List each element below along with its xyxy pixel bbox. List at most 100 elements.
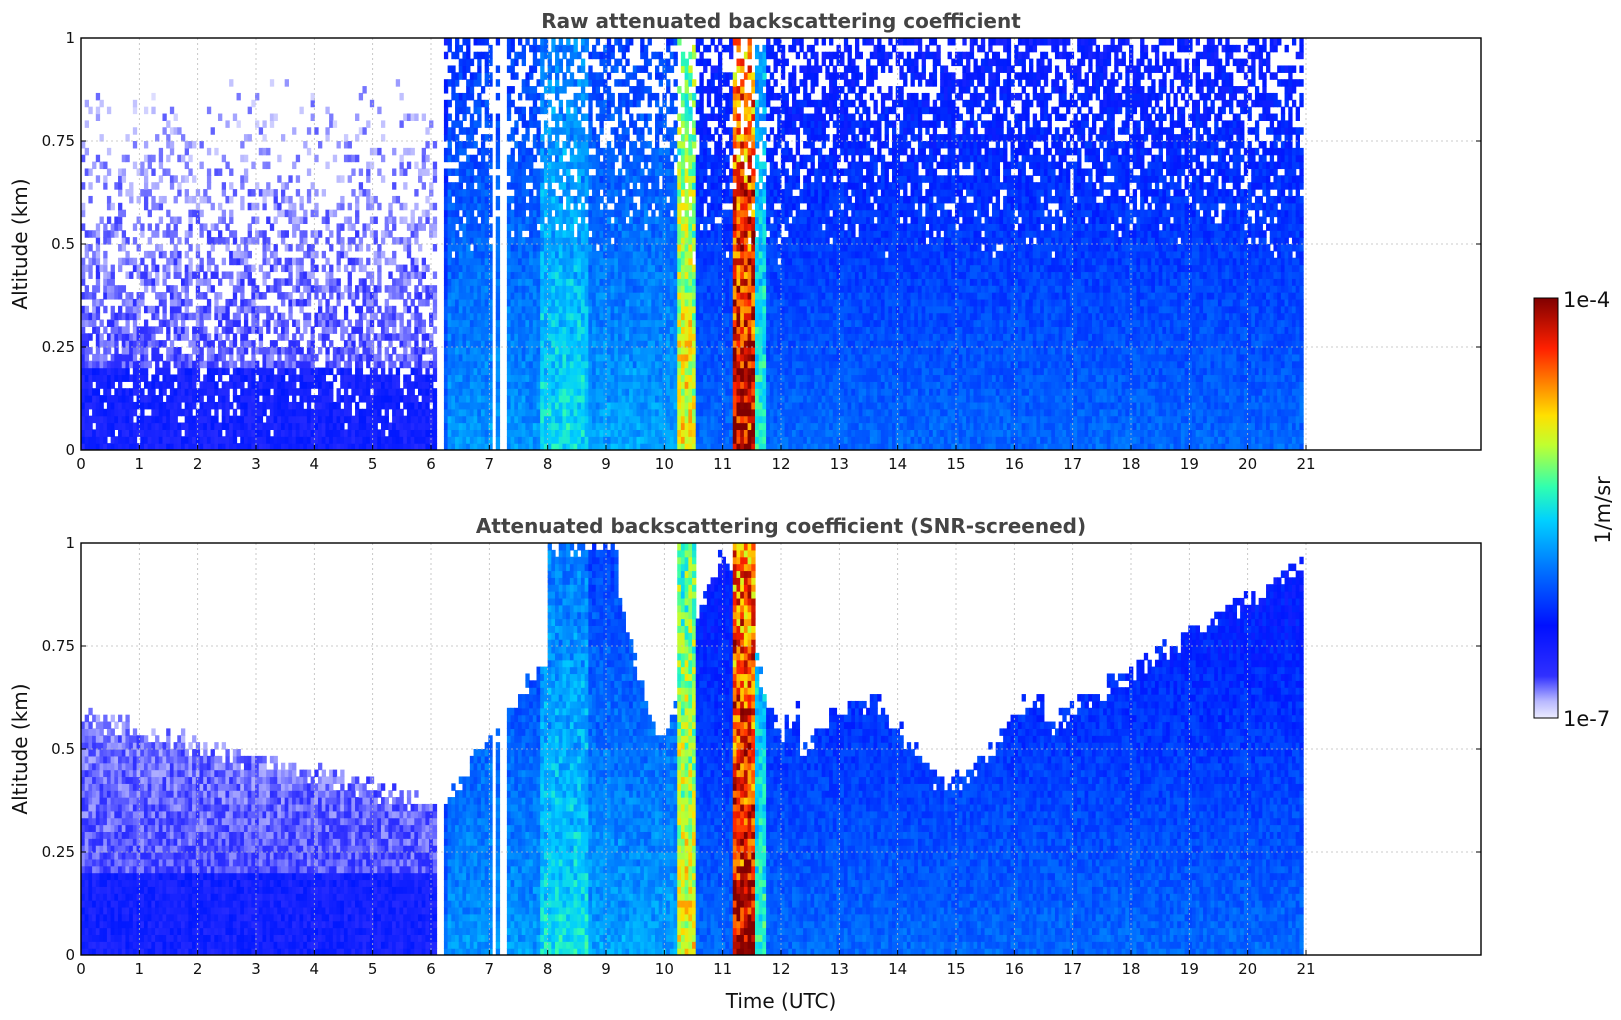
heatmap-cell <box>562 44 567 53</box>
heatmap-cell <box>540 422 545 430</box>
heatmap-cell <box>92 161 97 170</box>
heatmap-cell <box>95 415 101 424</box>
heatmap-cell <box>355 353 360 362</box>
heatmap-cell <box>529 223 534 231</box>
heatmap-cell <box>521 244 526 252</box>
heatmap-cell <box>614 189 619 197</box>
heatmap-cell <box>343 326 349 334</box>
heatmap-cell <box>92 250 97 259</box>
heatmap-cell <box>555 257 560 266</box>
heatmap-cell <box>451 134 456 142</box>
heatmap-cell <box>380 422 386 430</box>
heatmap-cell <box>603 250 608 259</box>
heatmap-cell <box>569 305 575 314</box>
heatmap-cell <box>536 360 541 369</box>
heatmap-cell <box>403 264 408 273</box>
heatmap-cell <box>169 381 175 389</box>
heatmap-cell <box>173 347 178 355</box>
heatmap-cell <box>125 292 130 300</box>
heatmap-cell <box>262 429 267 437</box>
heatmap-cell <box>132 319 138 327</box>
heatmap-cell <box>299 367 304 376</box>
heatmap-cell <box>577 271 582 279</box>
heatmap-cell <box>477 202 482 211</box>
heatmap-cell <box>469 120 475 128</box>
heatmap-cell <box>547 278 552 286</box>
heatmap-cell <box>240 340 245 348</box>
heatmap-cell <box>188 429 193 437</box>
heatmap-cell <box>532 230 538 238</box>
heatmap-cell <box>569 44 575 53</box>
heatmap-cell <box>243 360 249 369</box>
heatmap-cell <box>84 333 89 341</box>
heatmap-cell <box>143 285 149 293</box>
heatmap-cell <box>514 298 519 307</box>
heatmap-cell <box>88 415 93 424</box>
heatmap-cell <box>536 340 541 348</box>
heatmap-cell <box>484 161 489 170</box>
heatmap-cell <box>614 106 619 115</box>
heatmap-cell <box>599 319 604 327</box>
heatmap-cell <box>621 347 626 355</box>
heatmap-cell <box>532 175 538 183</box>
heatmap-cell <box>225 326 230 334</box>
heatmap-cell <box>169 147 175 156</box>
heatmap-cell <box>103 175 108 183</box>
heatmap-cell <box>247 271 252 279</box>
heatmap-cell <box>81 353 86 362</box>
heatmap-cell <box>295 223 301 231</box>
heatmap-cell <box>266 305 271 314</box>
heatmap-cell <box>469 422 475 430</box>
heatmap-cell <box>347 216 352 224</box>
heatmap-cell <box>136 195 141 204</box>
heatmap-cell <box>240 271 245 279</box>
heatmap-cell <box>277 257 282 266</box>
heatmap-cell <box>192 429 197 437</box>
heatmap-cell <box>595 319 601 327</box>
heatmap-cell <box>206 230 212 238</box>
heatmap-cell <box>84 147 89 156</box>
heatmap-cell <box>169 353 175 362</box>
heatmap-cell <box>336 401 341 410</box>
heatmap-cell <box>532 134 538 142</box>
heatmap-cell <box>358 127 364 135</box>
heatmap-cell <box>532 51 538 60</box>
heatmap-cell <box>610 65 615 73</box>
heatmap-cell <box>451 223 456 231</box>
heatmap-cell <box>206 388 212 396</box>
heatmap-cell <box>143 195 149 204</box>
heatmap-cell <box>229 250 234 259</box>
heatmap-cell <box>166 134 171 142</box>
heatmap-cell <box>306 415 312 424</box>
heatmap-cell <box>451 395 456 403</box>
heatmap-cell <box>99 319 104 327</box>
heatmap-cell <box>273 360 278 369</box>
heatmap-cell <box>599 367 604 376</box>
heatmap-cell <box>517 443 523 450</box>
heatmap-cell <box>84 120 89 128</box>
heatmap-cell <box>403 202 408 211</box>
heatmap-cell <box>484 72 489 80</box>
heatmap-cell <box>388 333 393 341</box>
heatmap-cell <box>362 292 367 300</box>
heatmap-cell <box>569 127 575 135</box>
heatmap-cell <box>288 367 293 376</box>
heatmap-cell <box>588 72 593 80</box>
heatmap-cell <box>532 182 538 190</box>
heatmap-cell <box>321 292 327 300</box>
heatmap-cell <box>377 347 382 355</box>
heatmap-cell <box>99 134 104 142</box>
heatmap-cell <box>403 285 408 293</box>
heatmap-cell <box>151 401 156 410</box>
heatmap-cell <box>225 381 230 389</box>
heatmap-cell <box>399 120 404 128</box>
heatmap-cell <box>543 44 549 53</box>
heatmap-cell <box>477 292 482 300</box>
heatmap-cell <box>540 223 545 231</box>
heatmap-cell <box>229 347 234 355</box>
heatmap-cell <box>166 443 171 450</box>
heatmap-cell <box>469 202 475 211</box>
heatmap-cell <box>380 175 386 183</box>
heatmap-cell <box>462 51 467 60</box>
heatmap-cell <box>184 374 189 382</box>
